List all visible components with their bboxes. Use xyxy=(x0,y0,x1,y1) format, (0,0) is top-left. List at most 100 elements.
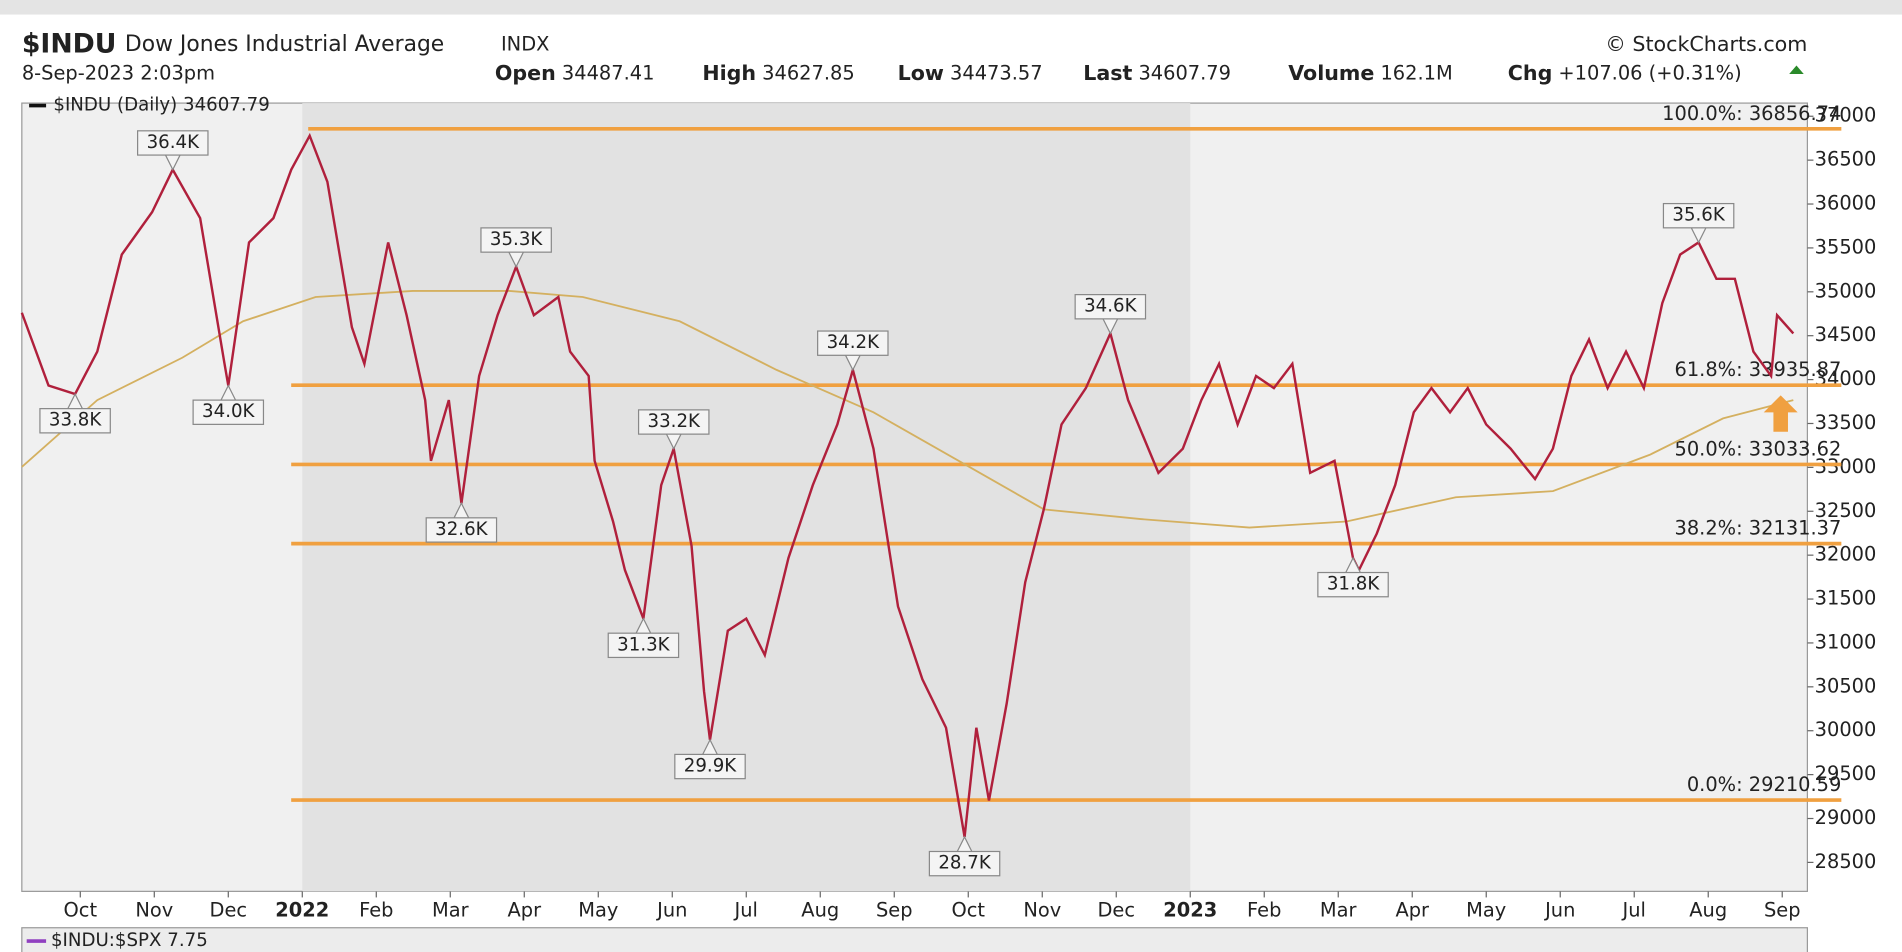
annotation-box xyxy=(817,330,889,356)
instrument-name: Dow Jones Industrial Average xyxy=(125,32,444,57)
x-tick-label: Mar xyxy=(1320,898,1357,921)
x-tick-label: Dec xyxy=(1097,898,1135,921)
y-tick-label: 35500 xyxy=(1815,235,1877,258)
price-line xyxy=(20,132,1795,838)
annotation-pointer xyxy=(67,392,83,409)
annotation-label: 34.6K xyxy=(1084,296,1138,317)
annotation-label: 34.2K xyxy=(827,332,881,353)
x-tick-label: Oct xyxy=(951,898,985,921)
x-tick-label: 2022 xyxy=(275,898,329,921)
annotation-pointer xyxy=(956,835,973,852)
y-tick-label: 29500 xyxy=(1815,762,1877,785)
y-tick-label: 30500 xyxy=(1815,674,1877,697)
annotation-pointer xyxy=(508,251,524,269)
y-tick-label: 30000 xyxy=(1815,718,1877,741)
x-tick-label: 2023 xyxy=(1163,898,1217,921)
annotation-pointer xyxy=(453,501,470,519)
annotation-box xyxy=(192,399,265,425)
quote-value: 162.1M xyxy=(1380,61,1452,84)
y-tick-label: 36500 xyxy=(1815,148,1877,171)
annotation-box xyxy=(1662,202,1735,229)
x-tick-label: Aug xyxy=(1689,898,1727,921)
change-arrow xyxy=(1789,65,1804,74)
annotation-pointer xyxy=(1690,227,1707,244)
y-tick-label: 31500 xyxy=(1815,587,1877,610)
annotation-box xyxy=(1317,571,1389,598)
x-tick-label: Nov xyxy=(1023,898,1061,921)
annotation-box xyxy=(1074,294,1147,320)
annotation-pointer xyxy=(665,433,682,451)
symbol: $INDU xyxy=(22,28,117,59)
annotation-label: 36.4K xyxy=(147,132,201,153)
annotation-box xyxy=(480,227,552,253)
x-tick-label: Apr xyxy=(507,898,541,921)
quote-label: Low xyxy=(898,61,944,85)
quote-label: Open xyxy=(495,61,556,85)
annotation-label: 35.6K xyxy=(1672,205,1726,226)
y-tick-label: 33000 xyxy=(1815,455,1877,478)
lower-panel xyxy=(21,927,1808,952)
top-bar xyxy=(0,0,1902,15)
x-tick-label: Sep xyxy=(876,898,913,921)
annotation-pointer xyxy=(635,617,652,634)
fib-label: 50.0%: 33033.62 xyxy=(1675,437,1842,460)
y-tick-label: 32500 xyxy=(1815,499,1877,522)
annotation-box xyxy=(637,409,710,435)
annotation-box xyxy=(928,850,1001,877)
annotation-box xyxy=(607,632,680,659)
x-tick-label: Jul xyxy=(734,898,758,921)
annotation-label: 33.8K xyxy=(49,410,103,431)
annotation-pointer xyxy=(702,738,718,755)
y-tick-label: 35000 xyxy=(1815,279,1877,302)
quote-value: 34473.57 xyxy=(950,61,1043,84)
x-tick-label: Jun xyxy=(656,898,687,921)
annotation-box xyxy=(39,408,111,434)
x-tick-label: Aug xyxy=(801,898,839,921)
fib-label: 38.2%: 32131.37 xyxy=(1675,517,1842,540)
x-tick-label: Feb xyxy=(359,898,393,921)
x-tick-label: May xyxy=(1466,898,1506,921)
quote-value: +107.06 (+0.31%) xyxy=(1558,61,1741,84)
y-tick-label: 33500 xyxy=(1815,411,1877,434)
y-tick-label: 36000 xyxy=(1815,192,1877,215)
x-tick-label: May xyxy=(578,898,618,921)
fib-label: 100.0%: 36856.74 xyxy=(1662,102,1841,125)
annotation-label: 34.0K xyxy=(202,401,256,422)
y-tick-label: 34500 xyxy=(1815,323,1877,346)
x-tick-label: Jul xyxy=(1622,898,1646,921)
annotation-box xyxy=(137,130,209,156)
annotation-label: 31.3K xyxy=(617,634,671,655)
legend-label: $INDU (Daily) 34607.79 xyxy=(53,95,269,116)
y-tick-label: 28500 xyxy=(1815,850,1877,873)
annotation-box xyxy=(674,753,746,780)
fib-label: 0.0%: 29210.59 xyxy=(1687,773,1842,796)
annotation-pointer xyxy=(1102,318,1119,335)
annotation-pointer xyxy=(220,384,237,401)
x-tick-label: Oct xyxy=(64,898,98,921)
quote-value: 34487.41 xyxy=(562,61,655,84)
quote-value: 34627.85 xyxy=(762,61,855,84)
y-tick-label: 37000 xyxy=(1815,104,1877,127)
annotation-pointer xyxy=(845,355,861,372)
y-tick-label: 29000 xyxy=(1815,806,1877,829)
annotation-label: 32.6K xyxy=(435,519,489,540)
annotation-box xyxy=(425,517,498,543)
annotation-label: 28.7K xyxy=(938,853,992,874)
quote-label: Volume xyxy=(1288,61,1374,85)
x-tick-label: Sep xyxy=(1764,898,1801,921)
x-tick-label: Nov xyxy=(135,898,173,921)
quote-label: Last xyxy=(1083,61,1132,85)
quote-label: High xyxy=(702,61,756,85)
exchange: INDX xyxy=(501,32,549,55)
x-tick-label: Feb xyxy=(1247,898,1281,921)
annotation-label: 31.8K xyxy=(1327,574,1381,595)
quote-label: Chg xyxy=(1508,61,1553,85)
annotation-label: 33.2K xyxy=(648,411,702,432)
datetime: 8-Sep-2023 2:03pm xyxy=(22,61,215,84)
y-tick-label: 31000 xyxy=(1815,630,1877,653)
moving-average xyxy=(21,290,1794,529)
x-tick-label: Mar xyxy=(432,898,469,921)
price-arrow xyxy=(1763,395,1798,432)
annotation-pointer xyxy=(164,154,181,171)
